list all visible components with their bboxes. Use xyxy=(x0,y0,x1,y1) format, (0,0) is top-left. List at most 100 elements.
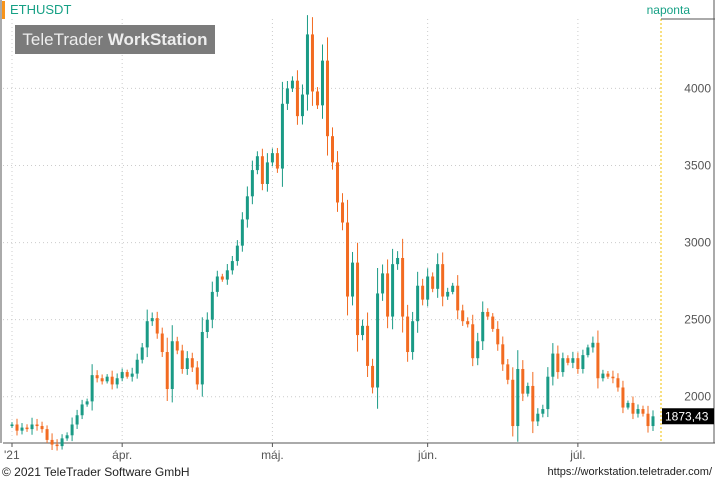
candle-body xyxy=(611,376,615,379)
candle-body xyxy=(381,273,385,294)
candle-body xyxy=(85,401,89,405)
candle-body xyxy=(65,435,69,439)
candle-body xyxy=(481,311,485,342)
candle-body xyxy=(230,261,234,271)
candle-body xyxy=(60,438,64,447)
candle-body xyxy=(606,373,610,377)
x-tick-label: '21 xyxy=(4,448,20,462)
candle-body xyxy=(80,404,84,416)
candle-body xyxy=(145,321,149,348)
logo-text-bold: WorkStation xyxy=(107,30,208,49)
x-tick-label: jún. xyxy=(417,448,437,462)
candle-body xyxy=(235,245,239,262)
candle-body xyxy=(451,285,455,292)
candle-body xyxy=(581,355,585,369)
candle-body xyxy=(125,372,129,377)
candle-body xyxy=(616,378,620,388)
candle-body xyxy=(280,103,284,169)
candle-body xyxy=(100,378,104,382)
candle-body xyxy=(446,291,450,297)
candle-body xyxy=(406,316,410,353)
candle-body xyxy=(526,385,530,394)
candle-body xyxy=(310,34,314,92)
candle-body xyxy=(411,321,415,353)
y-tick-label: 3500 xyxy=(684,158,711,172)
candle-body xyxy=(521,368,525,394)
candle-body xyxy=(336,162,340,203)
candle-body xyxy=(205,319,209,332)
candle-body xyxy=(376,293,380,388)
candle-body xyxy=(391,264,395,317)
logo-text-light: TeleTrader xyxy=(22,30,108,49)
candle-body xyxy=(386,273,390,317)
candle-body xyxy=(371,365,375,388)
source-url-link[interactable]: https://workstation.teletrader.com/ xyxy=(547,466,712,478)
candle-body xyxy=(396,257,400,265)
candlestick-chart: 2000 2500 3000 3500 4000 '21 ápr. máj. jún. júl. 1… xyxy=(0,0,715,462)
candle-body xyxy=(110,376,114,385)
candle-body xyxy=(160,333,164,353)
copyright-text: © 2021 TeleTrader Software GmbH xyxy=(2,465,190,479)
candle-body xyxy=(351,262,355,297)
candle-body xyxy=(356,262,360,336)
candle-body xyxy=(641,409,645,414)
candle-body xyxy=(155,318,159,334)
candle-body xyxy=(290,80,294,89)
candle-body xyxy=(601,373,605,379)
candle-body xyxy=(646,413,650,427)
candle-body xyxy=(70,424,74,436)
candle-body xyxy=(25,427,29,430)
candle-body xyxy=(346,222,350,297)
candle-body xyxy=(215,276,219,292)
candle-body xyxy=(566,358,570,363)
candle-body xyxy=(195,367,199,385)
teletrader-workstation-logo: TeleTrader WorkStation xyxy=(15,25,215,54)
x-tick-label: ápr. xyxy=(112,448,132,462)
candle-body xyxy=(315,91,319,106)
candle-body xyxy=(185,358,189,369)
candle-body xyxy=(426,276,430,300)
candle-body xyxy=(180,350,184,369)
candle-body xyxy=(10,424,14,427)
candle-body xyxy=(476,341,480,359)
y-tick-label: 2500 xyxy=(684,313,711,327)
candle-body xyxy=(15,424,19,431)
candle-body xyxy=(120,372,124,379)
candle-body xyxy=(150,318,154,322)
candle-body xyxy=(300,94,304,117)
candle-body xyxy=(556,353,560,373)
last-price-tag xyxy=(662,408,714,425)
candle-body xyxy=(30,424,34,430)
candle-body xyxy=(506,364,510,380)
candle-body xyxy=(265,162,269,184)
candle-body xyxy=(571,358,575,363)
candle-body xyxy=(190,358,194,368)
candle-body xyxy=(471,324,475,359)
candle-body xyxy=(486,311,490,317)
candle-body xyxy=(95,375,99,379)
interval-label[interactable]: naponta xyxy=(646,3,690,17)
candle-body xyxy=(325,60,329,137)
candle-body xyxy=(165,352,169,390)
candle-body xyxy=(275,153,279,169)
candle-body xyxy=(105,376,109,382)
candle-body xyxy=(255,156,259,171)
candle-body xyxy=(496,328,500,345)
y-tick-label: 4000 xyxy=(684,81,711,95)
candle-body xyxy=(516,368,520,427)
candle-body xyxy=(240,219,244,246)
candle-body xyxy=(551,353,555,377)
candle-body xyxy=(50,439,54,445)
candle-body xyxy=(541,409,545,414)
candle-body xyxy=(366,325,370,366)
last-price-label: 1873,43 xyxy=(665,409,709,423)
candle-body xyxy=(596,342,600,379)
candle-body xyxy=(210,291,214,320)
candle-body xyxy=(501,344,505,365)
candle-body xyxy=(75,415,79,425)
candle-body xyxy=(305,34,309,95)
symbol-label[interactable]: ETHUSDT xyxy=(2,1,71,19)
candle-body xyxy=(320,60,324,106)
candle-body xyxy=(361,325,365,336)
candle-body xyxy=(115,378,119,385)
